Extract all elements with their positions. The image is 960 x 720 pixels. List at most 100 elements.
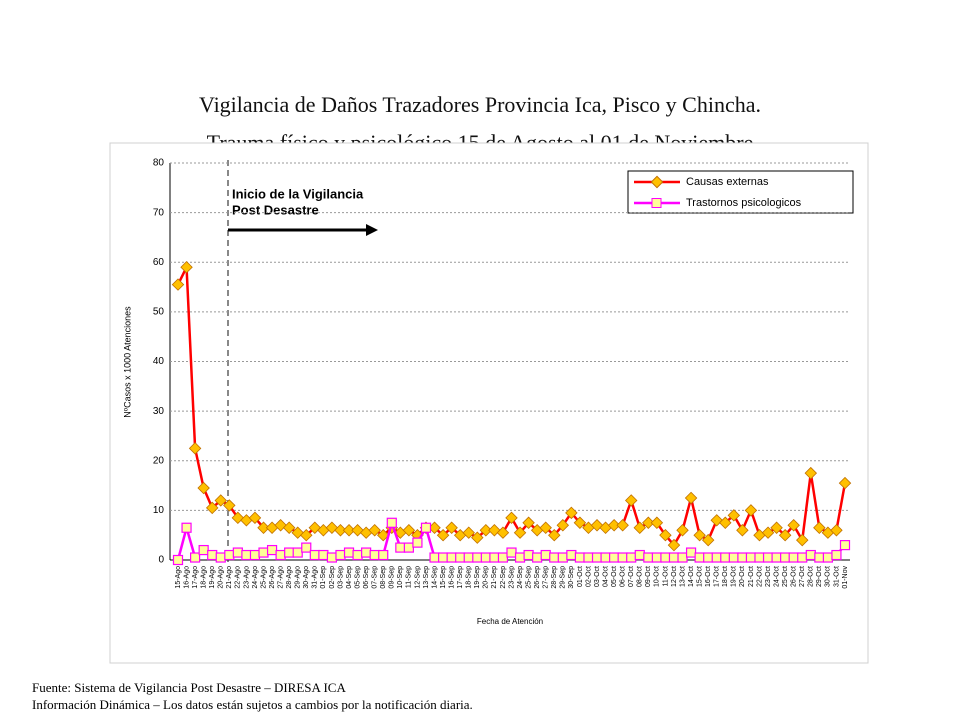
x-tick-label: 04-Oct — [602, 566, 609, 587]
x-tick-label: 17-Oct — [714, 566, 721, 587]
marker — [565, 506, 578, 520]
x-tick-label: 21-Oct — [748, 566, 755, 587]
x-tick-label: 11-Oct — [662, 566, 669, 587]
marker — [249, 549, 261, 561]
marker — [762, 552, 774, 563]
marker — [282, 521, 296, 534]
marker — [248, 511, 262, 525]
marker — [600, 552, 611, 563]
marker — [258, 547, 269, 558]
x-tick-label: 29-Sep — [560, 566, 567, 589]
y-tick-label: 50 — [153, 307, 165, 318]
marker — [479, 524, 493, 537]
marker — [838, 476, 852, 490]
x-tick-label: 20-Ago — [218, 566, 225, 589]
x-tick-label: 17-Sep — [457, 566, 464, 589]
x-tick-label: 18-Ago — [200, 566, 207, 589]
y-tick-label: 30 — [153, 406, 165, 417]
x-tick-label: 25-Sep — [525, 566, 532, 589]
marker — [616, 519, 629, 532]
marker — [172, 554, 184, 566]
marker — [505, 511, 518, 525]
marker — [257, 521, 270, 534]
y-tick-label: 0 — [158, 555, 164, 566]
marker — [557, 552, 568, 563]
marker — [523, 549, 534, 561]
marker — [428, 521, 441, 534]
y-tick-label: 10 — [153, 505, 165, 516]
legend-label: Trastornos psicologicos — [686, 197, 802, 209]
marker — [334, 524, 347, 537]
marker — [591, 552, 603, 563]
x-tick-label: 15-Ago — [175, 566, 182, 589]
marker — [659, 528, 672, 542]
marker — [171, 278, 185, 291]
title-line: Vigilancia de Daños Trazadores Provincia… — [199, 92, 761, 117]
marker — [342, 524, 356, 537]
marker — [574, 552, 586, 563]
marker — [284, 547, 295, 558]
x-tick-label: 29-Ago — [295, 566, 302, 589]
marker — [813, 521, 826, 534]
marker — [214, 494, 227, 507]
x-tick-label: 14-Oct — [688, 566, 695, 587]
marker — [660, 552, 671, 563]
x-tick-label: 10-Sep — [397, 566, 404, 589]
x-tick-label: 30-Sep — [568, 566, 575, 589]
marker — [300, 528, 313, 542]
x-tick-label: 18-Sep — [466, 566, 473, 589]
marker — [463, 552, 474, 563]
x-tick-label: 12-Sep — [414, 566, 421, 589]
marker — [241, 549, 252, 561]
marker — [677, 552, 688, 563]
marker — [728, 552, 739, 563]
marker — [522, 516, 535, 530]
x-tick-label: 17-Ago — [192, 566, 199, 589]
x-tick-label: 27-Oct — [799, 566, 806, 587]
x-tick-label: 23-Sep — [508, 566, 515, 589]
marker — [701, 533, 715, 547]
marker — [497, 552, 509, 563]
legend-marker — [651, 198, 662, 208]
x-tick-label: 29-Oct — [816, 566, 823, 587]
marker — [197, 481, 210, 495]
marker — [513, 526, 527, 539]
marker — [684, 491, 698, 505]
x-tick-label: 06-Sep — [363, 566, 370, 589]
x-tick-label: 02-Oct — [585, 566, 592, 587]
marker — [667, 538, 681, 552]
x-tick-label: 27-Sep — [543, 566, 550, 589]
marker — [626, 552, 637, 563]
marker — [301, 542, 312, 553]
marker — [198, 544, 209, 556]
footer: Información Dinámica – Los datos están s… — [32, 697, 473, 712]
marker — [378, 549, 389, 561]
x-tick-label: 03-Sep — [337, 566, 344, 589]
y-tick-label: 60 — [153, 257, 165, 268]
marker — [685, 547, 697, 558]
legend — [627, 170, 854, 214]
x-tick-label: 15-Sep — [440, 566, 447, 589]
marker — [445, 521, 458, 534]
marker — [805, 549, 816, 561]
x-tick-label: 10-Oct — [654, 566, 661, 587]
x-tick-label: 16-Sep — [448, 566, 455, 589]
x-tick-label: 15-Oct — [696, 566, 703, 587]
x-tick-label: 24-Ago — [252, 566, 259, 589]
marker — [778, 528, 792, 542]
marker — [266, 544, 278, 556]
annotation: Post Desastre — [232, 202, 319, 217]
x-tick-label: 12-Oct — [671, 566, 678, 587]
x-tick-label: 08-Oct — [637, 566, 644, 587]
x-tick-label: 14-Sep — [431, 566, 438, 589]
marker — [617, 552, 628, 563]
x-tick-label: 09-Sep — [389, 566, 396, 589]
x-tick-label: 22-Ago — [235, 566, 242, 589]
marker — [207, 549, 218, 561]
marker — [583, 552, 594, 563]
marker — [224, 549, 235, 561]
x-tick-label: 19-Ago — [209, 566, 216, 589]
marker — [839, 540, 851, 551]
y-tick-label: 20 — [153, 455, 165, 466]
x-tick-label: 31-Oct — [833, 566, 840, 587]
